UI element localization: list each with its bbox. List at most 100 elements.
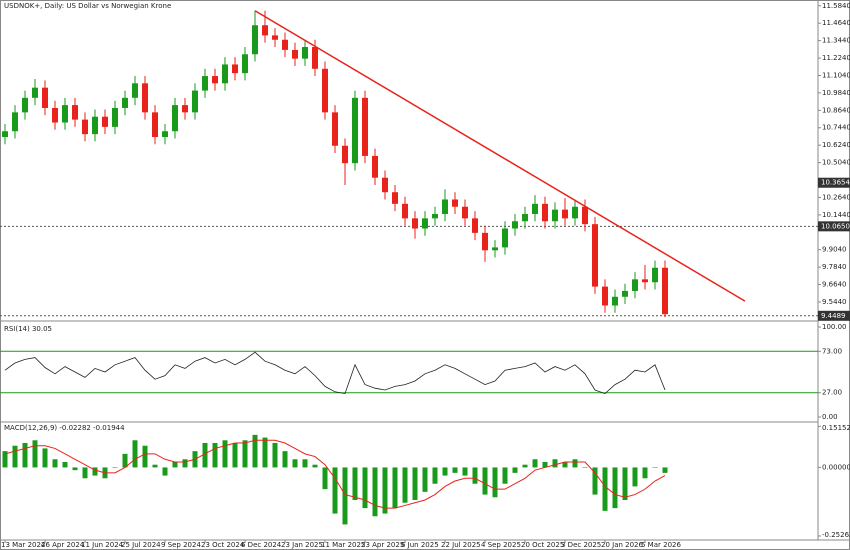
- macd-bar: [392, 467, 398, 509]
- price-level-label: 10.0650: [821, 222, 850, 230]
- x-tick-label: 22 Jul 2025: [441, 541, 481, 549]
- candle-body: [312, 47, 318, 69]
- candle-body: [232, 64, 238, 74]
- candle-body: [212, 76, 218, 84]
- candle-body: [422, 218, 428, 229]
- y-tick-label: 10.9840: [822, 89, 850, 97]
- macd-bar: [272, 443, 278, 468]
- trendline: [254, 10, 746, 302]
- macd-bar: [62, 462, 68, 468]
- price-level-label: 10.3654: [821, 179, 850, 187]
- candle-body: [182, 105, 188, 113]
- macd-bar: [422, 467, 428, 492]
- candle-body: [142, 83, 148, 113]
- candle-body: [282, 39, 288, 50]
- price-level-box: [818, 177, 850, 188]
- candle-body: [162, 131, 168, 138]
- candle-body: [412, 218, 418, 229]
- macd-bar: [572, 459, 578, 468]
- macd-bar: [372, 467, 378, 517]
- macd-bar: [622, 467, 628, 500]
- candle-body: [102, 116, 108, 127]
- macd-bar: [582, 467, 588, 468]
- macd-bar: [112, 467, 118, 468]
- candle-body: [2, 131, 8, 138]
- y-tick-label: 11.1040: [822, 71, 850, 79]
- macd-bar: [52, 459, 58, 468]
- x-tick-label: 5 Mar 2026: [641, 541, 681, 549]
- macd-bar: [232, 443, 238, 468]
- macd-bar: [42, 448, 48, 468]
- macd-bar: [642, 467, 648, 479]
- macd-bar: [332, 467, 338, 514]
- macd-bar: [542, 462, 548, 468]
- macd-bar: [122, 453, 128, 468]
- candle-body: [342, 145, 348, 164]
- candle-body: [222, 64, 228, 84]
- x-tick-label: 26 Apr 2024: [41, 541, 85, 549]
- candle-body: [292, 49, 298, 59]
- macd-bar: [312, 464, 318, 468]
- candle-body: [52, 108, 58, 123]
- y-tick-label: 11.4640: [822, 19, 850, 27]
- x-tick-label: 9 Sep 2024: [161, 541, 201, 549]
- macd-bar: [152, 464, 158, 468]
- rsi-line: [4, 351, 666, 395]
- macd-bar: [182, 459, 188, 468]
- macd-bar: [262, 437, 268, 468]
- candle-body: [112, 108, 118, 127]
- candle-body: [402, 203, 408, 219]
- macd-bar: [632, 467, 638, 487]
- candle-body: [622, 290, 628, 297]
- macd-bar: [472, 467, 478, 484]
- x-tick-label: 11 Mar 2025: [321, 541, 365, 549]
- price-level-box: [818, 221, 850, 232]
- macd-bar: [2, 451, 8, 468]
- x-tick-label: 4 Sep 2025: [481, 541, 521, 549]
- macd-bar: [12, 445, 18, 468]
- x-tick-label: 13 Mar 2024: [1, 541, 46, 549]
- candle-body: [12, 112, 18, 132]
- x-tick-label: 23 Oct 2024: [201, 541, 245, 549]
- macd-signal: [4, 439, 666, 509]
- macd-bar: [612, 467, 618, 509]
- macd-bar: [82, 467, 88, 479]
- macd-bar: [242, 440, 248, 468]
- macd-bar: [492, 467, 498, 498]
- candle-body: [452, 199, 458, 207]
- macd-bar: [22, 443, 28, 468]
- candle-body: [42, 87, 48, 108]
- macd-bar: [402, 467, 408, 503]
- candle-body: [592, 224, 598, 287]
- macd-bar: [32, 440, 38, 468]
- candle-body: [572, 206, 578, 219]
- candle-body: [582, 206, 588, 225]
- candle-body: [522, 214, 528, 222]
- candle-body: [642, 279, 648, 283]
- candle-body: [92, 116, 98, 135]
- candle-body: [602, 286, 608, 306]
- macd-tick-label: 0.00000: [822, 463, 850, 471]
- candle-body: [122, 97, 128, 108]
- candle-body: [242, 54, 248, 74]
- y-tick-label: 10.6240: [822, 141, 850, 149]
- macd-bar: [512, 467, 518, 473]
- candle-body: [22, 97, 28, 113]
- y-tick-label: 10.7440: [822, 124, 850, 132]
- macd-bar: [172, 462, 178, 468]
- candle-body: [82, 119, 88, 135]
- macd-bar: [92, 467, 98, 476]
- macd-tick-label: 0.15152: [822, 424, 850, 432]
- candle-body: [462, 206, 468, 219]
- macd-bar: [222, 440, 228, 468]
- y-tick-label: 11.2240: [822, 54, 850, 62]
- candle-body: [542, 203, 548, 222]
- candle-body: [552, 209, 558, 222]
- candle-body: [392, 192, 398, 204]
- macd-bar: [162, 467, 168, 476]
- candle-body: [432, 214, 438, 219]
- macd-bar: [462, 467, 468, 476]
- candle-body: [652, 267, 658, 283]
- macd-bar: [362, 467, 368, 509]
